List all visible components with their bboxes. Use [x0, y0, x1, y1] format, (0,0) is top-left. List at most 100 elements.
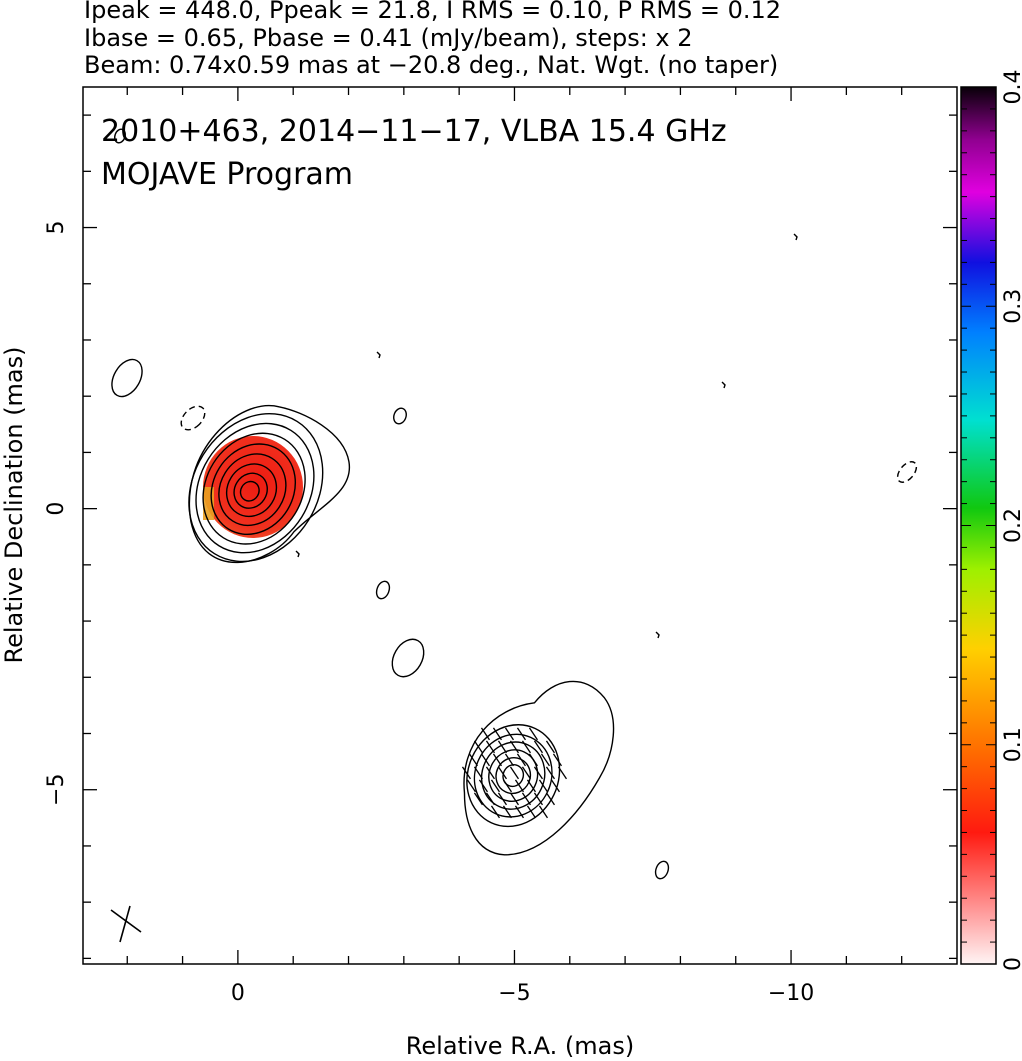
evpa-vector — [521, 792, 532, 806]
evpa-vector — [504, 753, 515, 767]
evpa-vector — [497, 740, 508, 754]
evpa-vector — [485, 740, 496, 754]
y-tick-label: −5 — [44, 774, 69, 806]
evpa-vector — [485, 792, 496, 806]
evpa-vector — [497, 766, 508, 780]
evpa-vector — [490, 779, 501, 793]
noise-contour — [114, 128, 126, 144]
evpa-vector — [514, 779, 525, 793]
evpa-vector — [490, 805, 501, 819]
core-contour — [195, 422, 315, 554]
core-contour — [202, 432, 306, 545]
evpa-vector — [473, 766, 484, 780]
evpa-vector — [468, 753, 479, 767]
evpa-vector — [502, 805, 513, 819]
evpa-vector — [557, 766, 568, 780]
evpa-vector — [533, 766, 544, 780]
core-contour — [218, 453, 287, 527]
evpa-vector — [509, 792, 520, 806]
header-line-3: Beam: 0.74x0.59 mas at −20.8 deg., Nat. … — [84, 51, 779, 79]
noise-speck — [721, 381, 726, 389]
evpa-vector — [533, 792, 544, 806]
knot-outer-contour — [463, 680, 615, 856]
evpa-vector — [521, 766, 532, 780]
evpa-vector — [538, 779, 549, 793]
core-contour — [210, 443, 297, 535]
evpa-vector — [528, 753, 539, 767]
plot-subtitle: MOJAVE Program — [101, 157, 353, 192]
evpa-vector — [516, 727, 527, 741]
knot-contour — [502, 764, 525, 788]
knot-contour — [466, 724, 561, 828]
evpa-vector — [492, 753, 503, 767]
evpa-vector — [533, 740, 544, 754]
noise-speck — [376, 351, 381, 359]
beam-marker — [110, 905, 142, 943]
core-contour — [239, 480, 260, 502]
evpa-vector — [545, 740, 556, 754]
core-contour — [188, 413, 324, 563]
contours — [111, 128, 918, 880]
x-tick-label: −5 — [498, 981, 530, 1006]
evpa-vector — [466, 779, 477, 793]
negative-contour — [180, 405, 206, 431]
colorbar-tick-label: 0.2 — [1001, 508, 1022, 543]
evpa-vector — [485, 766, 496, 780]
evpa-vector — [509, 766, 520, 780]
header-line-1: Ipeak = 448.0, Ppeak = 21.8, I RMS = 0.1… — [84, 0, 782, 24]
colorbar-tick-label: 0.4 — [1001, 70, 1022, 105]
negative-contour — [896, 461, 918, 483]
x-tick-label: −10 — [768, 981, 814, 1006]
evpa-vector — [516, 753, 527, 767]
evpa-vector — [550, 779, 561, 793]
evpa-vector — [528, 727, 539, 741]
evpa-vector — [492, 727, 503, 741]
x-tick-label: 0 — [231, 981, 245, 1006]
evpa-vector — [538, 805, 549, 819]
evpa-vector — [521, 740, 532, 754]
y-tick-label: 5 — [44, 221, 69, 235]
evpa-vector — [545, 792, 556, 806]
evpa-vector — [504, 727, 515, 741]
header-line-2: Ibase = 0.65, Pbase = 0.41 (mJy/beam), s… — [84, 24, 693, 52]
noise-contour — [393, 407, 407, 425]
core-contour — [233, 472, 268, 509]
colorbar-ticks: 0 0.1 0.2 0.3 0.4 — [961, 70, 1022, 971]
evpa-vector — [502, 779, 513, 793]
evpa-vector — [526, 779, 537, 793]
evpa-vector — [461, 766, 472, 780]
colorbar-tick-label: 0 — [1001, 957, 1022, 971]
evpa-vector — [545, 766, 556, 780]
y-tick-label: 0 — [44, 502, 69, 516]
plot-frame — [82, 86, 958, 965]
evpa-vectors — [461, 727, 568, 819]
evpa-vector — [473, 792, 484, 806]
evpa-vector — [478, 779, 489, 793]
evpa-vector — [552, 753, 563, 767]
core-outer-contour — [188, 404, 351, 564]
noise-speck — [655, 631, 660, 639]
evpa-vector — [480, 727, 491, 741]
noise-speck — [793, 233, 798, 241]
knot-contour — [480, 741, 546, 810]
noise-contour — [111, 358, 143, 398]
y-axis-label: Relative Declination (mas) — [0, 346, 28, 663]
evpa-vector — [480, 753, 491, 767]
evpa-vector — [509, 740, 520, 754]
evpa-vector — [497, 792, 508, 806]
plot-title: 2010+463, 2014−11−17, VLBA 15.4 GHz — [101, 114, 727, 149]
axis-ticks: 0 −5 −10 5 0 −5 — [44, 87, 957, 1006]
core-polarization-patch — [203, 436, 303, 538]
evpa-vector — [473, 740, 484, 754]
noise-contour — [391, 638, 425, 678]
evpa-vector — [514, 805, 525, 819]
noise-contour — [375, 580, 391, 600]
colorbar-tick-label: 0.1 — [1001, 727, 1022, 762]
core-contour — [225, 463, 278, 518]
noise-contour — [654, 860, 670, 880]
x-axis-label: Relative R.A. (mas) — [406, 1032, 634, 1060]
noise-speck — [295, 550, 300, 558]
colorbar-tick-label: 0.3 — [1001, 289, 1022, 324]
evpa-vector — [526, 805, 537, 819]
